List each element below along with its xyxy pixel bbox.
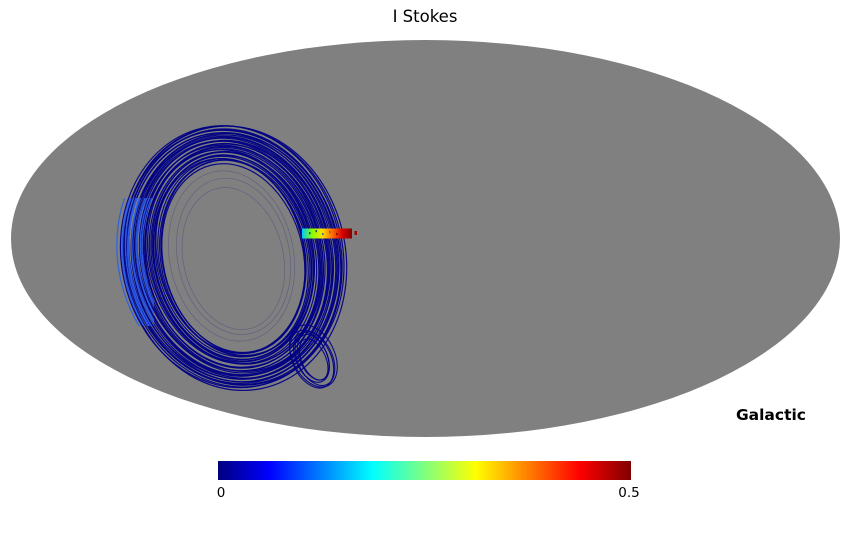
plot-title: I Stokes [393, 7, 458, 26]
plane-speck [336, 233, 338, 235]
plane-speck [329, 231, 331, 234]
plane-speck [309, 232, 311, 235]
coordinate-system-label: Galactic [736, 406, 806, 424]
colorbar-max-label: 0.5 [618, 485, 639, 501]
galactic-plane-strip [302, 228, 357, 239]
scan-ring-bright-edge [116, 198, 154, 326]
plane-speck [322, 233, 324, 236]
plane-speck [315, 230, 317, 233]
galactic-plane-gradient [302, 228, 352, 239]
plane-hot-dot [354, 231, 357, 235]
scan-ring-bottom-loop [289, 324, 338, 389]
colorbar-min-label: 0 [217, 485, 226, 501]
mollweide-projection-background [11, 40, 840, 437]
colorbar [218, 461, 631, 480]
